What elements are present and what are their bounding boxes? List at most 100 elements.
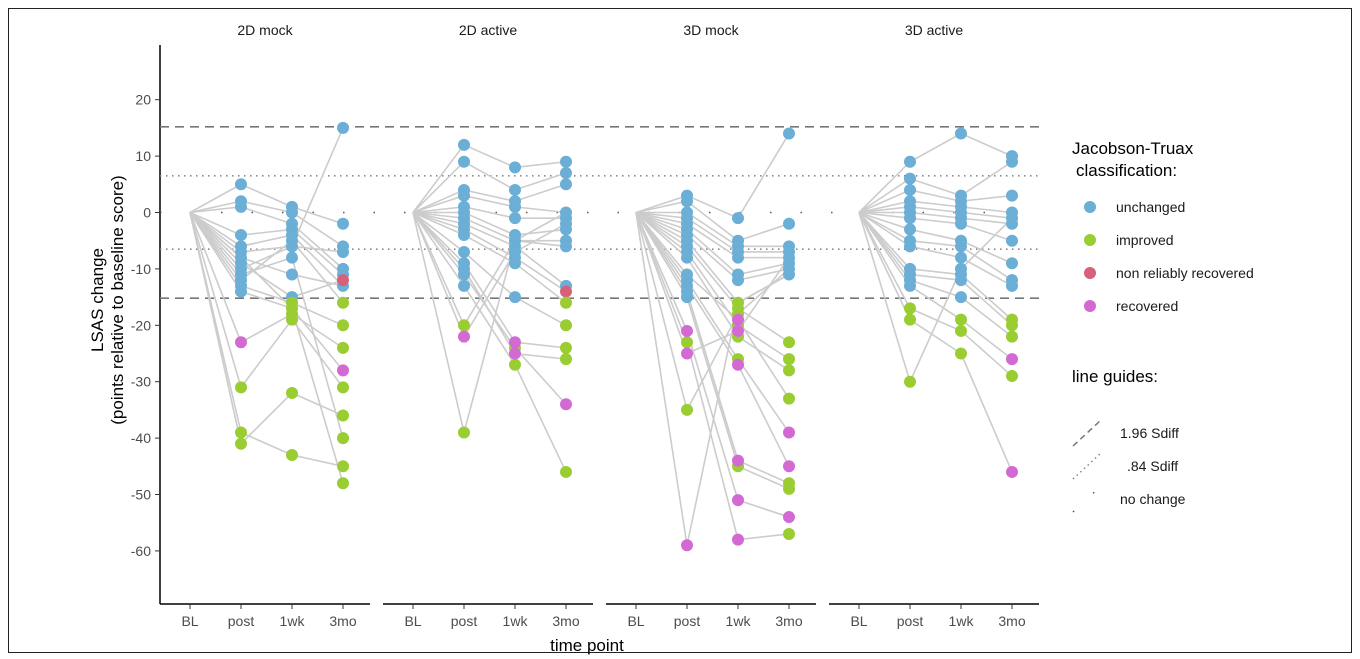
data-point-unchanged [955,240,967,253]
guide-key-no-change [1072,485,1102,513]
y-tick-label: -10 [131,261,151,277]
data-point-recovered [732,358,744,371]
data-point-unchanged [1006,155,1018,168]
data-point-recovered [732,494,744,507]
data-point-improved [235,381,247,394]
guides-title: line guides: [1072,367,1158,386]
data-point-improved [681,336,693,349]
data-point-improved [783,336,795,349]
data-point-improved [337,341,349,354]
subject-trajectory [412,211,567,349]
subject-trajectory [635,211,790,360]
data-point-unchanged [337,245,349,258]
subject-trajectory [858,189,1013,214]
data-point-unchanged [509,257,521,270]
data-point-unchanged [286,268,298,281]
data-point-unchanged [458,229,470,242]
data-point-unchanged [560,155,572,168]
data-point-improved [955,324,967,337]
subject-trajectory [858,206,1013,219]
data-point-improved [783,364,795,377]
data-point-recovered [732,313,744,326]
y-tick-label: -40 [131,430,151,446]
x-tick-label: post [451,613,478,629]
data-point-unchanged [458,189,470,202]
subject-trajectory [858,132,1013,214]
data-point-unchanged [732,251,744,264]
data-point-improved [904,313,916,326]
panel-title: 3D mock [683,22,739,38]
panel-title: 2D active [459,22,518,38]
data-point-recovered [732,324,744,337]
subject-trajectory [635,211,789,259]
data-point-improved [560,341,572,354]
data-point-recovered [681,539,693,552]
y-tick-label: -50 [131,487,151,503]
subject-trajectory [189,211,344,439]
data-point-unchanged [904,183,916,196]
data-point-unchanged [235,200,247,213]
subject-trajectory [858,212,1013,384]
data-point-unchanged [955,251,967,264]
subject-trajectory [635,212,790,433]
x-tick-label: 3mo [998,613,1025,629]
subject-trajectory [412,212,566,433]
data-point-unchanged [732,212,744,225]
subject-trajectory [858,211,1013,281]
data-point-improved [783,392,795,405]
x-tick-label: post [674,613,701,629]
x-tick-label: BL [181,613,198,629]
guide-key-dotted [1072,452,1102,480]
data-point-unchanged [509,200,521,213]
data-point-unchanged [509,212,521,225]
subject-trajectory [412,211,567,287]
y-axis-label: LSAS change(points relative to baseline … [88,175,127,424]
subject-trajectory [635,212,790,541]
x-tick-label: BL [850,613,867,629]
guide-label: .84 Sdiff [1127,458,1178,474]
data-point-improved [560,319,572,332]
data-point-unchanged [783,268,795,281]
data-point-unchanged [904,155,916,168]
y-tick-label: 10 [135,148,151,164]
data-point-unchanged [1006,217,1018,230]
data-point-unchanged [235,178,247,191]
subject-trajectory [858,212,1013,360]
panel-title: 2D mock [237,22,293,38]
data-point-unchanged [783,127,795,140]
data-point-unchanged [904,240,916,253]
y-tick-label: -30 [131,374,151,390]
data-point-unchanged [1006,189,1018,202]
data-point-improved [783,482,795,495]
subject-trajectory [858,211,1013,326]
data-point-improved [286,386,298,399]
data-point-unchanged [904,212,916,225]
subject-trajectory [189,212,344,446]
data-point-unchanged [560,178,572,191]
y-tick-label: 0 [143,205,151,221]
subject-trajectory [189,206,344,270]
legend-label: recovered [1116,298,1178,314]
data-point-improved [337,381,349,394]
data-point-improved [681,403,693,416]
subject-trajectory [412,212,567,473]
data-point-improved [235,437,247,450]
data-point-improved [1006,370,1018,383]
data-point-unchanged [681,195,693,208]
subject-trajectory [189,211,344,253]
subject-trajectory [858,212,1013,338]
guide-key-dashed [1072,419,1102,447]
panel-title: 3D active [905,22,964,38]
data-point-unchanged [458,245,470,258]
x-tick-label: post [897,613,924,629]
legend-label: unchanged [1116,199,1185,215]
data-point-unchanged [904,172,916,185]
data-point-unchanged [458,279,470,292]
x-tick-label: 3mo [329,613,356,629]
data-point-unchanged [458,268,470,281]
legend-key-recovered [1084,300,1096,312]
subject-trajectory [189,212,344,371]
subject-trajectory [412,194,567,214]
data-point-improved [337,409,349,422]
data-point-recovered [732,454,744,467]
